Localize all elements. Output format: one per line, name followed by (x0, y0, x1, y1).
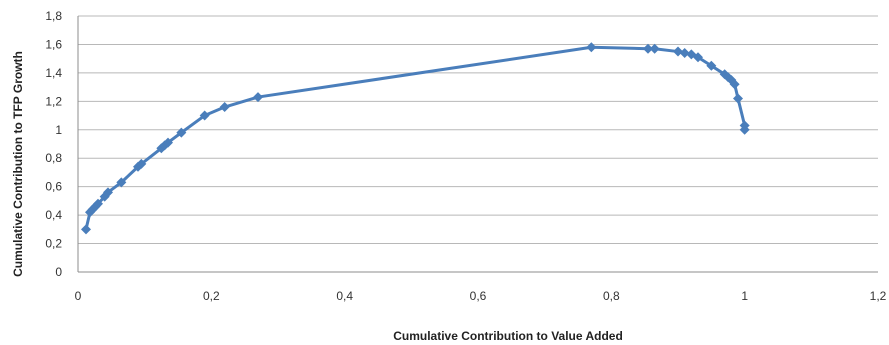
data-point-marker (103, 187, 113, 198)
data-point-marker (706, 60, 717, 71)
data-point-marker (733, 93, 743, 104)
y-tick-label: 1,8 (45, 9, 62, 23)
y-tick-label: 0 (55, 265, 62, 279)
y-tick-label: 1 (55, 123, 62, 137)
data-point-marker (116, 177, 127, 188)
y-tick-label: 0,2 (45, 237, 62, 251)
data-point-marker (679, 47, 690, 58)
x-axis-title: Cumulative Contribution to Value Added (393, 329, 623, 343)
data-point-marker (739, 124, 750, 135)
axis-layer: 0 0,2 0,4 0,6 0,8 1 1,2 1,4 1,6 1,8 0 0,2 0,4 0,6 0,8 1… (45, 9, 886, 303)
y-tick-label: 1,2 (45, 94, 62, 108)
y-tick-label: 0,8 (45, 151, 62, 165)
x-tick-label: 0 (75, 289, 82, 303)
data-point-marker (673, 46, 683, 57)
data-point-marker (729, 79, 740, 90)
y-tick-label: 1,6 (45, 37, 62, 51)
y-tick-label: 0,6 (45, 180, 62, 194)
y-axis-title: Cumulative Contribution to TFP Growth (11, 51, 25, 277)
data-point-marker (136, 158, 147, 169)
data-point-marker (93, 198, 103, 209)
data-point-marker (693, 52, 703, 63)
series-line (84, 45, 747, 230)
x-tick-label: 0,4 (336, 289, 353, 303)
data-point-marker (163, 137, 173, 148)
y-tick-label: 0,4 (45, 208, 62, 222)
data-point-marker (586, 42, 597, 53)
x-tick-label: 0,6 (470, 289, 487, 303)
x-tick-label: 1,2 (870, 289, 887, 303)
x-tick-label: 1 (741, 289, 748, 303)
data-point-marker (81, 224, 91, 235)
data-point-marker (649, 43, 660, 54)
data-point-marker (199, 110, 210, 121)
y-tick-label: 1,4 (45, 66, 62, 80)
data-point-marker (643, 43, 653, 54)
grid-layer (78, 15, 878, 273)
series-layer (81, 42, 750, 235)
x-tick-label: 0,8 (603, 289, 620, 303)
data-point-marker (176, 127, 187, 138)
data-point-marker (253, 92, 263, 103)
data-point-marker (219, 102, 230, 113)
x-tick-label: 0,2 (203, 289, 220, 303)
